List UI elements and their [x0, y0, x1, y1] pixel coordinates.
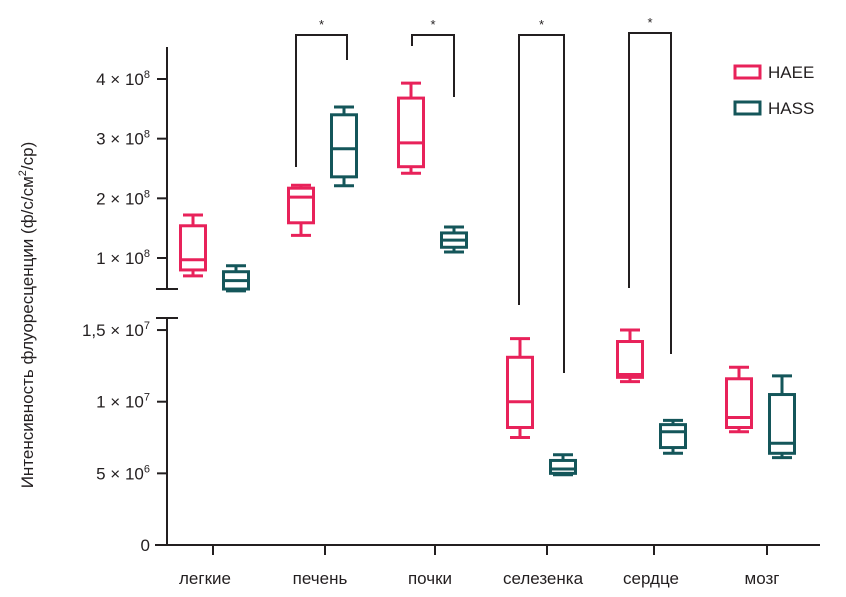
axes	[155, 47, 820, 546]
iqr-box	[616, 340, 644, 379]
boxes	[179, 81, 796, 477]
y-tick-label: 1 × 107	[96, 392, 150, 412]
box-hass	[549, 453, 577, 477]
legend-label: HASS	[768, 99, 814, 118]
iqr-box	[506, 355, 534, 429]
legend-swatch	[733, 100, 762, 116]
iqr-box	[659, 423, 687, 450]
box-hass	[659, 418, 687, 455]
y-tick-label: 2 × 108	[96, 188, 150, 208]
bracket-line	[411, 34, 455, 97]
bracket-line	[518, 34, 565, 373]
x-tick-label: селезенка	[503, 569, 584, 588]
y-tick-label: 3 × 108	[96, 129, 150, 149]
y-tick-label: 1,5 × 107	[82, 320, 150, 340]
significance-star: *	[430, 17, 435, 32]
iqr-box	[179, 224, 207, 272]
bracket-line	[295, 34, 348, 167]
box-haee	[506, 337, 534, 440]
y-axis-label: Интенсивность флуоресценции (ф/с/см2/ср)	[17, 142, 37, 489]
x-tick-label: легкие	[179, 569, 231, 588]
box-haee	[179, 213, 207, 278]
y-axis-label-tail: /ср)	[18, 142, 37, 170]
box-hass	[768, 374, 796, 460]
legend: HAEE HASS	[733, 63, 814, 118]
iqr-box	[397, 96, 425, 169]
iqr-box	[287, 186, 315, 225]
y-tick-label: 1 × 108	[96, 248, 150, 268]
significance-brackets: * * * *	[295, 15, 672, 373]
x-tick-label: сердце	[623, 569, 679, 588]
legend-swatch	[733, 64, 762, 80]
x-tick-labels: легкие печень почки селезенка сердце мозг	[179, 545, 779, 588]
box-haee	[287, 183, 315, 237]
significance-bracket: *	[518, 17, 565, 373]
legend-label: HAEE	[768, 63, 814, 82]
box-hass	[330, 105, 358, 188]
y-axis-label-main: Интенсивность флуоресценции (ф/с/см	[18, 176, 37, 488]
legend-item-haee: HAEE	[733, 63, 814, 82]
box-haee	[397, 81, 425, 175]
box-hass	[222, 264, 250, 293]
bracket-line	[628, 32, 672, 354]
iqr-box	[725, 377, 753, 429]
significance-bracket: *	[628, 15, 672, 354]
box-haee	[725, 365, 753, 434]
box-hass	[440, 225, 468, 254]
significance-bracket: *	[295, 17, 348, 167]
x-tick-label: печень	[293, 569, 348, 588]
y-tick-label: 5 × 106	[96, 463, 150, 483]
y-tick-label: 0	[141, 536, 150, 555]
y-axis-label-sup: 2	[17, 170, 29, 176]
box-haee	[616, 328, 644, 384]
significance-star: *	[647, 15, 652, 30]
significance-bracket: *	[411, 17, 455, 97]
y-tick-label: 4 × 108	[96, 69, 150, 89]
y-ticks: 1 × 108 2 × 108 3 × 108 4 × 108 0 5 × 106 1 × …	[82, 69, 167, 555]
significance-star: *	[539, 17, 544, 32]
iqr-box	[330, 113, 358, 179]
legend-item-hass: HASS	[733, 99, 814, 118]
x-tick-label: мозг	[745, 569, 780, 588]
x-tick-label: почки	[408, 569, 452, 588]
iqr-box	[549, 458, 577, 475]
significance-star: *	[319, 17, 324, 32]
